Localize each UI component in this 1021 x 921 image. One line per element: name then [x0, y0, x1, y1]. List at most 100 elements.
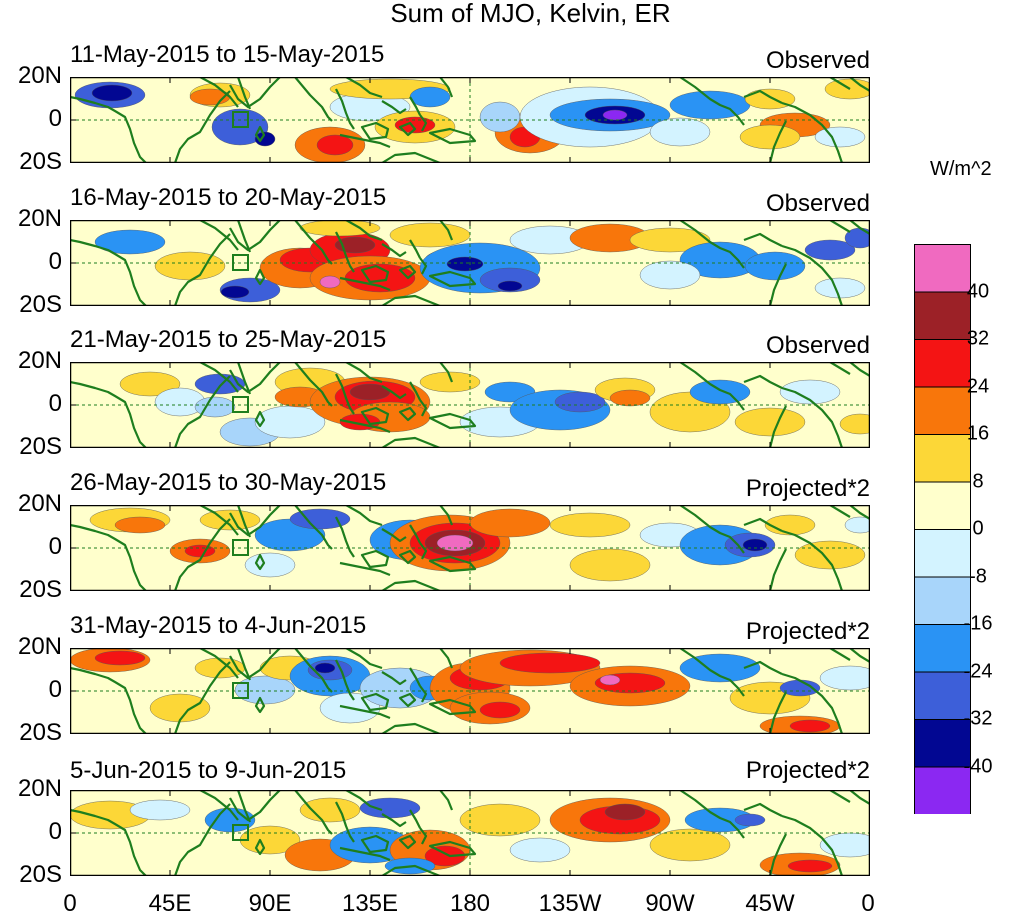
- colorbar-box-2: [914, 339, 971, 388]
- anomaly-contour-18: [734, 813, 766, 827]
- anomaly-contour-16: [497, 280, 523, 292]
- anomaly-contour-12: [436, 534, 474, 552]
- anomaly-contour-19: [609, 389, 651, 407]
- coastline-14: [428, 412, 477, 430]
- anomaly-contour-9: [424, 845, 466, 867]
- coastline-0: [70, 808, 147, 876]
- coastline-19: [743, 802, 783, 817]
- anomaly-contour-15: [509, 837, 571, 863]
- anomaly-contour-4: [299, 797, 361, 823]
- anomaly-contour-7: [334, 236, 376, 254]
- lon-label-45w: 45W: [745, 890, 795, 917]
- lon-label-90e: 90E: [248, 890, 292, 917]
- coastline-6: [294, 505, 333, 550]
- coastline-17: [381, 151, 441, 163]
- coastline-10: [360, 834, 390, 854]
- coastline-13: [419, 685, 428, 703]
- coastline-1: [173, 803, 231, 876]
- coastline-10: [360, 121, 390, 141]
- coastline-19: [743, 232, 783, 247]
- coastline-5: [254, 268, 266, 286]
- coastline-6: [294, 790, 333, 835]
- panel-1-title: 11-May-2015 to 15-May-2015: [70, 41, 385, 68]
- panel-4-lat-0: 0: [48, 533, 62, 560]
- coastline-22: [849, 790, 870, 805]
- colorbar-label-minus-40: -40: [963, 755, 993, 778]
- coastline-12: [398, 692, 417, 708]
- coastline-3: [236, 220, 252, 253]
- panel-2-lat-20n: 20N: [17, 205, 62, 232]
- colorbar-label-24: 24: [966, 375, 990, 398]
- anomaly-contour-11: [394, 116, 436, 134]
- coastline-20: [781, 101, 844, 163]
- panel-1-label: Observed: [765, 47, 870, 74]
- coastline-4: [229, 362, 281, 394]
- coastline-11: [339, 276, 391, 292]
- coastline-13: [419, 257, 428, 275]
- anomaly-contour-26: [819, 665, 870, 691]
- coastline-11: [339, 704, 391, 720]
- colorbar-box-9: [914, 671, 971, 720]
- coastline-0: [70, 523, 147, 591]
- coastline-16: [439, 648, 454, 669]
- lon-label-180: 180: [449, 890, 491, 917]
- coastline-22: [849, 505, 870, 520]
- coastline-22: [849, 77, 870, 92]
- coastlines: [70, 220, 870, 306]
- panel-3-lat-20s: 20S: [19, 433, 62, 460]
- coastline-8: [345, 790, 383, 812]
- coastline-2: [199, 790, 239, 821]
- panel-5-lat-20n: 20N: [17, 633, 62, 660]
- coastline-8: [345, 362, 383, 384]
- coastline-18: [679, 505, 745, 554]
- coastline-1: [173, 90, 231, 163]
- panel-5-lat-0: 0: [48, 676, 62, 703]
- coastline-6: [294, 220, 333, 265]
- coastline-9: [381, 243, 407, 258]
- coastline-13: [419, 114, 428, 132]
- anomaly-field: [70, 797, 870, 876]
- anomaly-contour-4: [234, 675, 296, 705]
- coastline-6: [294, 648, 333, 693]
- colorbar-unit-label: W/m^2: [930, 158, 992, 180]
- anomaly-contour-21: [679, 653, 761, 683]
- coastline-9: [381, 385, 407, 400]
- anomaly-field: [94, 220, 870, 303]
- coastline-11: [339, 846, 391, 862]
- coastline-9: [381, 813, 407, 828]
- colorbar-box-3: [914, 386, 971, 435]
- panel-3-map: [70, 362, 870, 448]
- lon-label-0: 0: [63, 890, 77, 917]
- coastline-2: [199, 77, 239, 108]
- lon-label-0-end: 0: [861, 890, 875, 917]
- anomaly-contour-20: [599, 674, 621, 686]
- anomaly-contour-7: [289, 508, 351, 530]
- anomaly-contour-23: [779, 379, 841, 405]
- coastline-3: [236, 790, 252, 823]
- panel-4-label: Projected*2: [745, 475, 870, 502]
- coastline-21: [768, 548, 787, 591]
- panel-2-lat-0: 0: [48, 248, 62, 275]
- anomaly-contour-13: [419, 371, 481, 393]
- coastline-17: [381, 579, 441, 591]
- panel-5-lat-20s: 20S: [19, 719, 62, 746]
- coastline-16: [439, 220, 454, 241]
- coastline-18: [679, 362, 745, 411]
- coastline-1: [173, 233, 231, 306]
- anomaly-contour-16: [649, 828, 731, 862]
- panel-6-label: Projected*2: [745, 757, 870, 784]
- coastline-0: [70, 95, 147, 163]
- coastline-17: [381, 294, 441, 306]
- coastline-20: [781, 814, 844, 876]
- coastline-3: [236, 77, 252, 110]
- anomaly-contour-6: [244, 552, 296, 578]
- coastline-5: [254, 410, 266, 428]
- coastline-19: [743, 660, 783, 675]
- coastline-8: [345, 505, 383, 527]
- colorbar-label-minus-32: -32: [963, 707, 993, 730]
- coastline-2: [199, 220, 239, 251]
- anomaly-contour-21: [794, 540, 866, 570]
- anomaly-contour-17: [554, 391, 606, 413]
- anomaly-contour-20: [764, 514, 816, 536]
- coastline-10: [360, 264, 390, 284]
